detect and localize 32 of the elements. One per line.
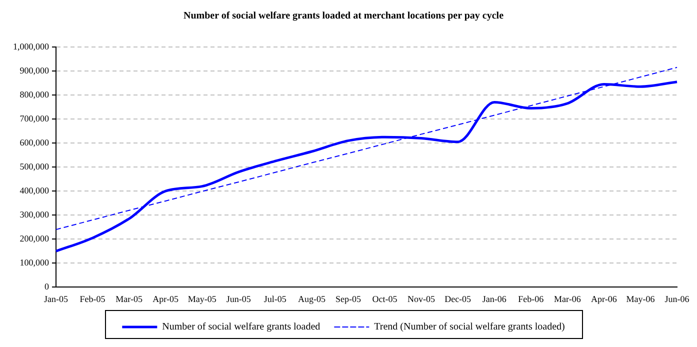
chart-title: Number of social welfare grants loaded at merchant locations per pay cycle bbox=[183, 10, 504, 22]
y-tick-label: 400,000 bbox=[20, 185, 50, 196]
x-tick-label: Aug-05 bbox=[298, 294, 326, 304]
y-tick-label: 100,000 bbox=[20, 258, 50, 268]
x-tick-label: Mar-05 bbox=[116, 294, 143, 304]
x-tick-label: May-05 bbox=[188, 294, 217, 304]
x-tick-label: Apr-05 bbox=[152, 294, 179, 304]
y-tick-label: 700,000 bbox=[20, 113, 50, 124]
x-tick-label: Jan-05 bbox=[44, 294, 68, 304]
x-tick-label: Jun-06 bbox=[664, 294, 690, 304]
x-tick-label: Apr-06 bbox=[591, 294, 618, 304]
y-tick-label: 500,000 bbox=[20, 161, 50, 172]
x-tick-label: Jul-05 bbox=[264, 294, 287, 304]
x-tick-label: Jan-06 bbox=[482, 294, 507, 304]
legend-label: Number of social welfare grants loaded bbox=[162, 322, 320, 333]
x-tick-label: May-06 bbox=[626, 294, 656, 304]
x-tick-label: Nov-05 bbox=[408, 294, 436, 304]
x-tick-label: Feb-06 bbox=[518, 294, 544, 304]
legend-label: Trend (Number of social welfare grants loaded) bbox=[374, 322, 565, 333]
x-tick-label: Jun-05 bbox=[226, 294, 252, 304]
x-tick-label: Sep-05 bbox=[335, 294, 362, 304]
y-tick-label: 0 bbox=[44, 282, 50, 292]
y-tick-label: 300,000 bbox=[20, 210, 50, 220]
x-tick-label: Dec-05 bbox=[444, 294, 472, 304]
x-tick-label: Feb-05 bbox=[80, 294, 106, 304]
y-tick-label: 600,000 bbox=[20, 137, 50, 148]
x-tick-label: Mar-06 bbox=[554, 294, 582, 304]
y-tick-label: 800,000 bbox=[20, 89, 50, 100]
y-tick-label: 1,000,000 bbox=[13, 41, 50, 52]
x-tick-label: Oct-05 bbox=[372, 294, 398, 304]
y-tick-label: 200,000 bbox=[20, 234, 50, 244]
y-tick-label: 900,000 bbox=[20, 65, 50, 76]
